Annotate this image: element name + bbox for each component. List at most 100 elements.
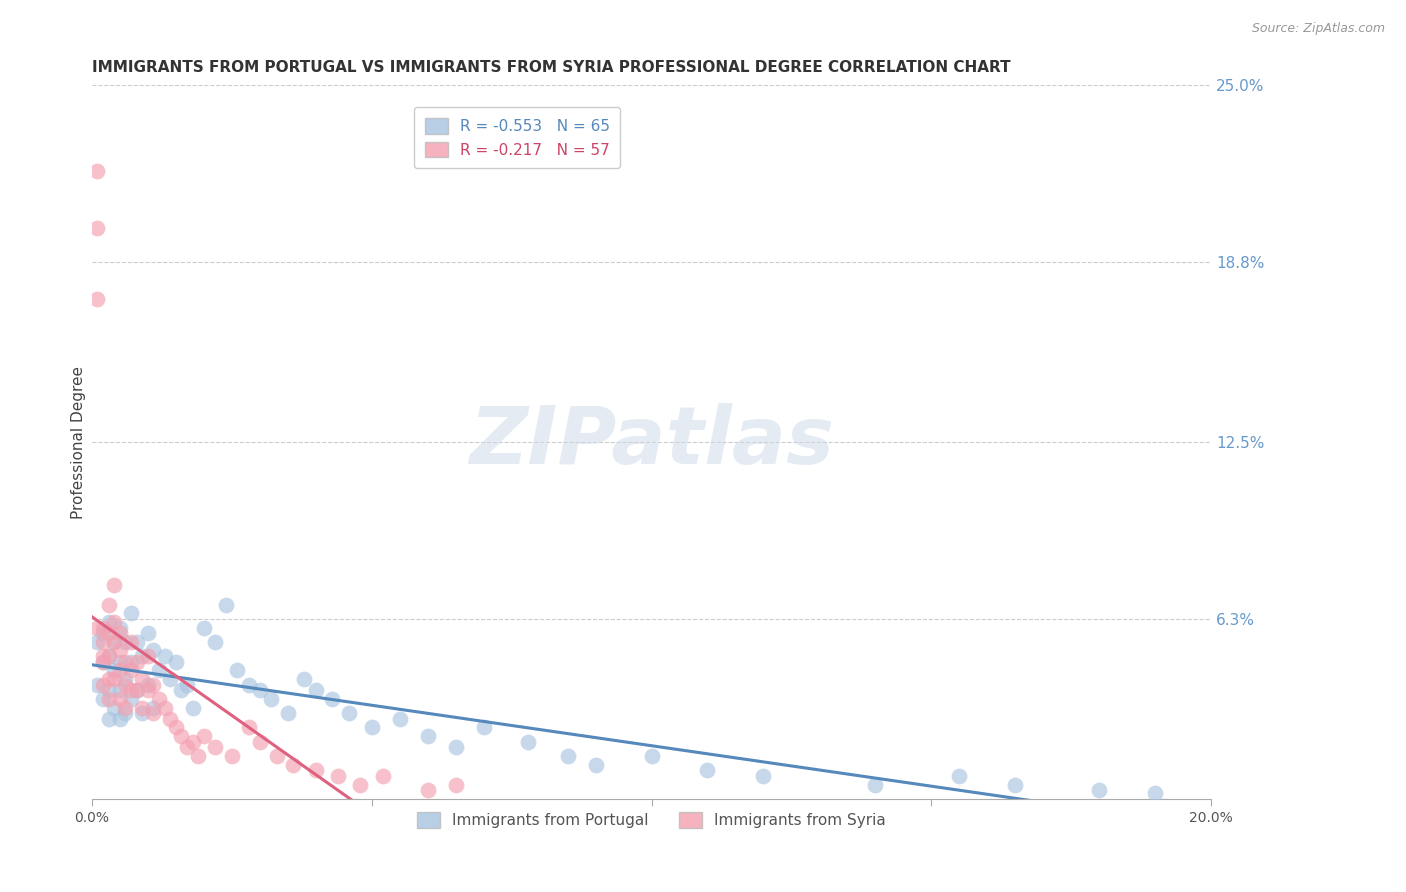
Point	[114, 678, 136, 692]
Point	[97, 615, 120, 629]
Point	[97, 683, 120, 698]
Point	[472, 721, 495, 735]
Point	[142, 643, 165, 657]
Point	[215, 598, 238, 612]
Point	[91, 626, 114, 640]
Point	[305, 683, 328, 698]
Point	[108, 664, 131, 678]
Point	[97, 626, 120, 640]
Point	[91, 649, 114, 664]
Point	[136, 683, 159, 698]
Point	[120, 607, 142, 621]
Point	[97, 649, 120, 664]
Point	[103, 615, 125, 629]
Point	[176, 740, 198, 755]
Point	[97, 598, 120, 612]
Point	[260, 692, 283, 706]
Point	[142, 706, 165, 721]
Point	[108, 621, 131, 635]
Point	[187, 749, 209, 764]
Point	[136, 678, 159, 692]
Point	[136, 649, 159, 664]
Point	[326, 769, 349, 783]
Point	[91, 692, 114, 706]
Point	[131, 700, 153, 714]
Point	[165, 655, 187, 669]
Point	[142, 678, 165, 692]
Point	[97, 712, 120, 726]
Point	[153, 700, 176, 714]
Point	[125, 683, 148, 698]
Point	[170, 729, 193, 743]
Point	[103, 672, 125, 686]
Point	[125, 635, 148, 649]
Point	[696, 764, 718, 778]
Point	[585, 757, 607, 772]
Point	[131, 706, 153, 721]
Point	[142, 700, 165, 714]
Point	[277, 706, 299, 721]
Point	[108, 643, 131, 657]
Point	[752, 769, 775, 783]
Point	[294, 672, 316, 686]
Text: Source: ZipAtlas.com: Source: ZipAtlas.com	[1251, 22, 1385, 36]
Point	[349, 778, 371, 792]
Point	[416, 729, 439, 743]
Point	[97, 649, 120, 664]
Point	[125, 683, 148, 698]
Point	[97, 692, 120, 706]
Point	[120, 683, 142, 698]
Point	[948, 769, 970, 783]
Point	[1004, 778, 1026, 792]
Point	[136, 626, 159, 640]
Point	[444, 778, 467, 792]
Point	[204, 740, 226, 755]
Point	[159, 712, 181, 726]
Point	[114, 706, 136, 721]
Point	[86, 164, 108, 178]
Point	[165, 721, 187, 735]
Point	[91, 655, 114, 669]
Point	[238, 678, 260, 692]
Point	[131, 649, 153, 664]
Point	[86, 221, 108, 235]
Legend: Immigrants from Portugal, Immigrants from Syria: Immigrants from Portugal, Immigrants fro…	[411, 805, 893, 834]
Point	[181, 700, 204, 714]
Point	[86, 635, 108, 649]
Point	[103, 635, 125, 649]
Point	[249, 683, 271, 698]
Y-axis label: Professional Degree: Professional Degree	[72, 366, 86, 518]
Point	[131, 672, 153, 686]
Point	[360, 721, 382, 735]
Point	[238, 721, 260, 735]
Point	[193, 729, 215, 743]
Point	[108, 692, 131, 706]
Point	[337, 706, 360, 721]
Point	[226, 664, 249, 678]
Point	[266, 749, 288, 764]
Point	[120, 655, 142, 669]
Point	[103, 635, 125, 649]
Point	[120, 664, 142, 678]
Point	[86, 621, 108, 635]
Point	[108, 683, 131, 698]
Point	[91, 621, 114, 635]
Point	[103, 578, 125, 592]
Point	[176, 678, 198, 692]
Point	[108, 626, 131, 640]
Point	[159, 672, 181, 686]
Point	[283, 757, 305, 772]
Point	[103, 664, 125, 678]
Point	[640, 749, 662, 764]
Point	[108, 712, 131, 726]
Text: ZIPatlas: ZIPatlas	[470, 403, 834, 481]
Point	[221, 749, 243, 764]
Point	[371, 769, 394, 783]
Point	[86, 678, 108, 692]
Point	[114, 635, 136, 649]
Point	[97, 672, 120, 686]
Point	[321, 692, 343, 706]
Text: IMMIGRANTS FROM PORTUGAL VS IMMIGRANTS FROM SYRIA PROFESSIONAL DEGREE CORRELATIO: IMMIGRANTS FROM PORTUGAL VS IMMIGRANTS F…	[91, 60, 1011, 75]
Point	[114, 655, 136, 669]
Point	[91, 635, 114, 649]
